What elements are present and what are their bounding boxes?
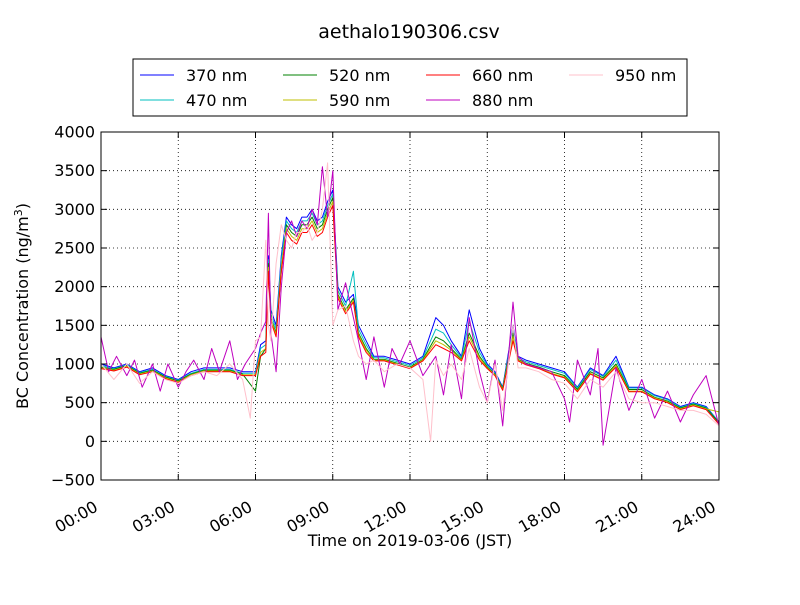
x-tick-label: 06:00 bbox=[206, 497, 255, 537]
legend-label: 470 nm bbox=[186, 91, 247, 110]
y-tick-label: 2000 bbox=[54, 277, 95, 296]
x-axis-label: Time on 2019-03-06 (JST) bbox=[307, 531, 512, 550]
x-tick-label: 00:00 bbox=[52, 497, 101, 537]
legend-label: 660 nm bbox=[472, 66, 533, 85]
y-axis: −500 0 500 1000 1500 2000 2500 3000 3500 4000 bbox=[51, 123, 719, 490]
y-axis-label-main: BC Concentration (ng/m bbox=[13, 216, 32, 409]
series-line-660-nm bbox=[101, 205, 719, 425]
grid-lines bbox=[101, 132, 719, 480]
legend-label: 520 nm bbox=[329, 66, 390, 85]
legend-label: 370 nm bbox=[186, 66, 247, 85]
series-lines bbox=[101, 162, 719, 446]
x-tick-label: 21:00 bbox=[592, 497, 641, 537]
plot-area bbox=[101, 162, 719, 446]
y-tick-label: 1000 bbox=[54, 355, 95, 374]
y-tick-label: 3500 bbox=[54, 161, 95, 180]
series-line-520-nm bbox=[101, 197, 719, 424]
legend-frame bbox=[132, 58, 688, 117]
y-tick-label: 3000 bbox=[54, 200, 95, 219]
y-tick-label: −500 bbox=[51, 471, 95, 490]
series-line-880-nm bbox=[101, 166, 719, 446]
x-axis: 00:00 03:00 06:00 09:00 12:00 15:00 18:00 21:00… bbox=[52, 132, 720, 537]
series-line-950-nm bbox=[101, 162, 719, 442]
legend: 370 nm 470 nm 520 nm 590 nm 660 nm 880 nm 950 … bbox=[132, 58, 688, 117]
x-tick-label: 24:00 bbox=[670, 497, 719, 537]
y-axis-label: BC Concentration (ng/m3) bbox=[12, 203, 32, 409]
y-tick-label: 1500 bbox=[54, 316, 95, 335]
x-tick-label: 18:00 bbox=[515, 497, 564, 537]
legend-label: 590 nm bbox=[329, 91, 390, 110]
y-axis-label-superscript: 3 bbox=[12, 209, 25, 216]
y-tick-label: 4000 bbox=[54, 123, 95, 142]
y-tick-label: 500 bbox=[64, 393, 95, 412]
chart-title: aethalo190306.csv bbox=[318, 21, 500, 43]
x-tick-label: 03:00 bbox=[129, 497, 178, 537]
series-line-370-nm bbox=[101, 189, 719, 423]
y-axis-label-end: ) bbox=[13, 203, 32, 209]
y-tick-label: 0 bbox=[85, 432, 95, 451]
y-tick-label: 2500 bbox=[54, 239, 95, 258]
legend-items: 370 nm 470 nm 520 nm 590 nm 660 nm 880 nm 950 … bbox=[140, 66, 676, 110]
legend-label: 950 nm bbox=[615, 66, 676, 85]
legend-label: 880 nm bbox=[472, 91, 533, 110]
